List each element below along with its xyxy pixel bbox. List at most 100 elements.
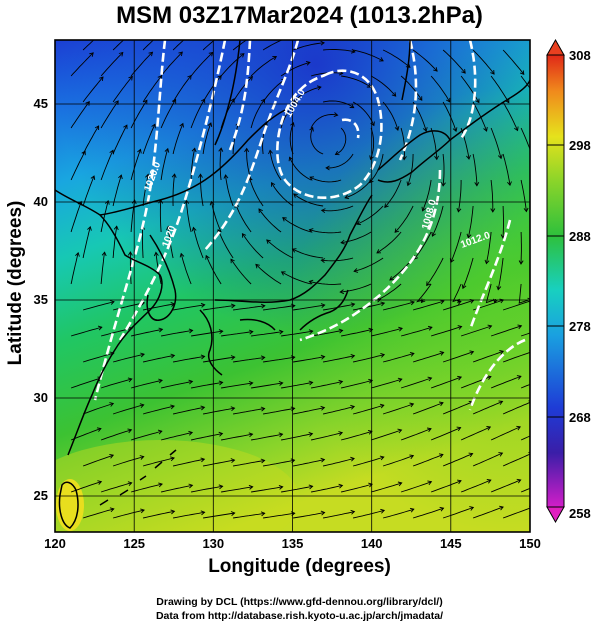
streamline-arrowhead — [440, 182, 446, 187]
streamline — [400, 481, 432, 493]
streamline — [376, 231, 402, 254]
streamline-arrowhead — [171, 173, 177, 178]
streamline-arrowhead — [179, 122, 184, 128]
streamline — [202, 75, 222, 103]
streamline — [533, 206, 537, 238]
streamline — [293, 512, 325, 519]
streamline — [100, 150, 114, 181]
streamline-arrowhead — [320, 258, 326, 263]
streamline — [173, 355, 205, 363]
streamline — [100, 52, 124, 77]
streamline — [70, 201, 82, 233]
streamline — [370, 482, 402, 493]
streamline — [82, 175, 95, 207]
streamline — [323, 100, 354, 108]
streamline-arrowhead — [433, 67, 438, 72]
streamline-arrowhead — [139, 403, 145, 409]
streamline-arrowhead — [164, 147, 170, 153]
streamline-arrowhead — [268, 149, 273, 155]
streamline-arrowhead — [519, 70, 525, 75]
colorbar-tick-label: 268 — [569, 410, 591, 425]
streamline-arrowhead — [187, 74, 192, 80]
streamline-arrowhead — [474, 181, 480, 187]
streamline — [340, 430, 373, 441]
streamline — [82, 226, 91, 259]
streamline — [442, 453, 473, 467]
streamline — [250, 56, 277, 77]
x-tick-label: 145 — [440, 536, 462, 551]
streamline — [502, 507, 530, 519]
streamline — [382, 301, 415, 311]
streamline-arrowhead — [217, 75, 222, 80]
streamline — [462, 257, 474, 289]
streamline — [82, 352, 114, 363]
streamline-arrowhead — [128, 75, 133, 81]
streamline — [262, 78, 286, 103]
streamline — [430, 376, 462, 389]
streamline — [407, 153, 414, 186]
streamline-arrowhead — [170, 456, 175, 462]
streamline — [221, 486, 253, 493]
streamline — [130, 483, 163, 493]
streamline — [263, 459, 295, 467]
streamline-arrowhead — [308, 329, 314, 335]
streamline — [353, 257, 384, 272]
streamline-arrowhead — [75, 251, 80, 257]
streamline — [309, 280, 342, 285]
streamline — [311, 381, 343, 389]
streamline — [370, 75, 397, 97]
streamline — [280, 61, 311, 77]
streamline — [472, 452, 503, 467]
streamline — [289, 122, 294, 155]
streamline-arrowhead — [256, 32, 260, 36]
streamline — [490, 479, 521, 493]
streamline — [112, 226, 118, 259]
streamline — [292, 248, 324, 259]
streamline-arrowhead — [456, 300, 462, 305]
streamline-arrowhead — [97, 480, 103, 485]
streamline — [460, 426, 491, 441]
streamline-arrowhead — [475, 98, 480, 104]
streamline-arrowhead — [339, 289, 345, 295]
streamline — [100, 482, 132, 493]
streamline-arrowhead — [350, 456, 355, 462]
streamline — [100, 378, 132, 389]
streamline — [131, 328, 163, 337]
streamline — [430, 127, 438, 160]
streamline-arrowhead — [258, 208, 263, 214]
streamline-arrowhead — [200, 98, 206, 104]
streamline-arrowhead — [439, 351, 445, 356]
streamline-arrowhead — [499, 505, 504, 511]
colorbar-bottom-arrow — [546, 506, 565, 524]
streamline-arrowhead — [418, 96, 423, 101]
colorbar-top-arrow — [546, 38, 565, 56]
streamline-arrowhead — [333, 112, 339, 118]
streamline — [292, 86, 321, 103]
streamline-arrowhead — [514, 126, 519, 132]
streamline-arrowhead — [230, 355, 236, 360]
streamline-arrowhead — [353, 268, 359, 273]
streamline — [172, 123, 184, 155]
streamline-arrowhead — [151, 123, 156, 129]
streamline — [326, 153, 354, 169]
streamline — [341, 75, 372, 88]
streamline-arrowhead — [260, 458, 266, 464]
streamline-arrowhead — [379, 403, 385, 409]
streamline-arrowhead — [193, 29, 197, 33]
streamline-arrowhead — [438, 453, 444, 458]
streamline-arrowhead — [118, 174, 123, 180]
streamline — [202, 122, 212, 155]
colorbar-tick-label: 298 — [569, 138, 591, 153]
streamline-arrowhead — [272, 55, 278, 61]
streamline-arrowhead — [230, 258, 235, 264]
streamline — [502, 153, 511, 186]
x-axis-label: Longitude (degrees) — [208, 556, 391, 577]
streamline — [160, 51, 183, 77]
streamline-arrowhead — [461, 284, 467, 290]
streamline — [191, 485, 223, 493]
streamline — [282, 217, 312, 233]
streamline — [232, 76, 253, 103]
streamline — [341, 231, 372, 244]
y-tick-label: 35 — [34, 292, 48, 307]
streamline-arrowhead — [278, 329, 284, 335]
